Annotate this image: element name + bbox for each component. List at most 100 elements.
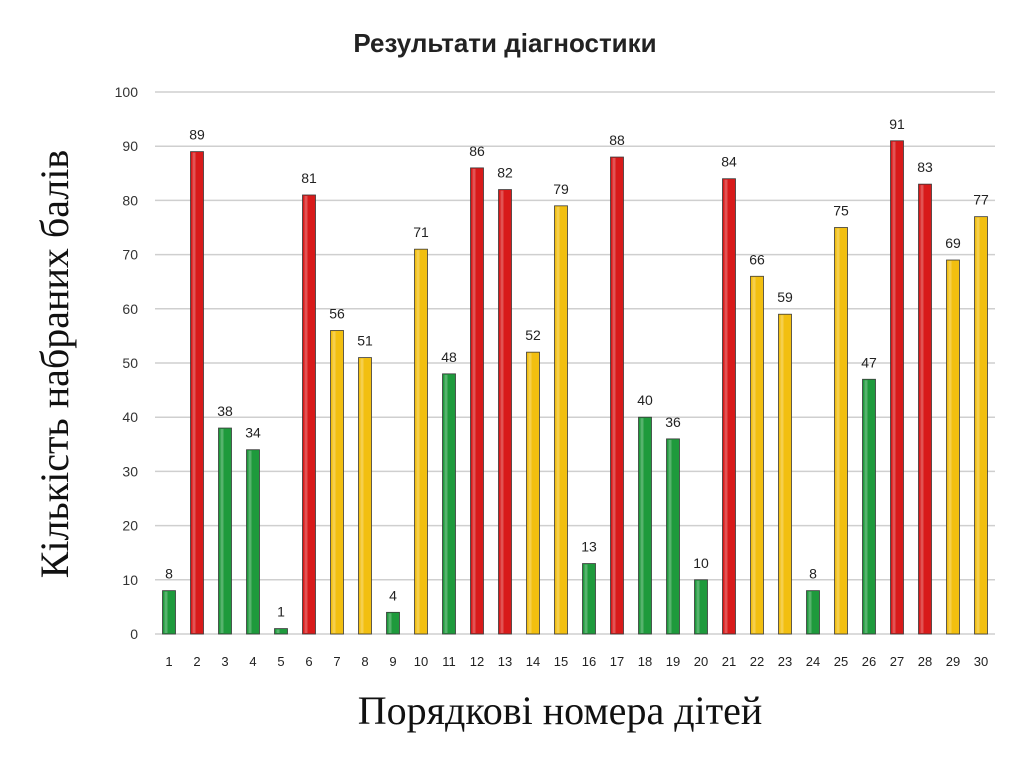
y-tick-label: 40 bbox=[122, 409, 138, 425]
x-tick-label: 14 bbox=[526, 654, 540, 669]
data-label: 86 bbox=[469, 143, 485, 159]
bar bbox=[918, 183, 932, 635]
bar bbox=[302, 194, 316, 635]
data-labels: 8 89 38 34 1 81 56 51 4 71 48 86 82 52 79 13 88 40 36 10 84 6… bbox=[165, 116, 989, 620]
bar bbox=[246, 449, 260, 635]
data-label: 66 bbox=[749, 251, 765, 267]
bar-highlight bbox=[948, 261, 952, 633]
data-label: 36 bbox=[665, 414, 681, 430]
x-tick-label: 24 bbox=[806, 654, 820, 669]
data-label: 8 bbox=[165, 566, 173, 582]
bar-highlight bbox=[640, 418, 644, 633]
bar bbox=[666, 438, 680, 635]
bar-highlight bbox=[164, 591, 168, 633]
y-axis-ticks: 0 10 20 30 40 50 60 70 80 90 100 bbox=[115, 84, 139, 642]
bar-highlight bbox=[444, 374, 448, 633]
x-tick-label: 5 bbox=[277, 654, 284, 669]
y-tick-label: 60 bbox=[122, 301, 138, 317]
bar-highlight bbox=[808, 591, 812, 633]
x-tick-label: 3 bbox=[221, 654, 228, 669]
bar-highlight bbox=[304, 195, 308, 634]
bar-highlight bbox=[696, 580, 700, 633]
bar bbox=[274, 628, 288, 635]
y-tick-label: 80 bbox=[122, 192, 138, 208]
x-tick-label: 23 bbox=[778, 654, 792, 669]
data-label: 83 bbox=[917, 159, 933, 175]
bar-highlight bbox=[556, 206, 560, 633]
bar bbox=[498, 189, 512, 635]
data-label: 69 bbox=[945, 235, 961, 251]
bar bbox=[806, 590, 820, 635]
x-tick-label: 22 bbox=[750, 654, 764, 669]
bar bbox=[218, 427, 232, 635]
y-tick-label: 70 bbox=[122, 247, 138, 263]
bar-highlight bbox=[612, 158, 616, 634]
bar-highlight bbox=[276, 629, 280, 633]
bar bbox=[946, 259, 960, 635]
bar bbox=[890, 140, 904, 635]
bar bbox=[162, 590, 176, 635]
x-tick-label: 29 bbox=[946, 654, 960, 669]
bar-highlight bbox=[332, 331, 336, 633]
x-tick-label: 18 bbox=[638, 654, 652, 669]
data-label: 8 bbox=[809, 566, 817, 582]
bar-highlight bbox=[780, 315, 784, 633]
bar-highlight bbox=[192, 152, 196, 633]
x-tick-label: 27 bbox=[890, 654, 904, 669]
data-label: 88 bbox=[609, 132, 625, 148]
x-tick-label: 12 bbox=[470, 654, 484, 669]
x-tick-label: 9 bbox=[389, 654, 396, 669]
data-label: 89 bbox=[189, 127, 205, 143]
bar bbox=[190, 151, 204, 635]
x-tick-label: 19 bbox=[666, 654, 680, 669]
bar-highlight bbox=[500, 190, 504, 633]
grid-lines bbox=[155, 91, 995, 635]
x-axis-label: Порядкові номера дітей bbox=[358, 688, 763, 733]
x-tick-label: 6 bbox=[305, 654, 312, 669]
bar bbox=[862, 378, 876, 635]
x-tick-label: 26 bbox=[862, 654, 876, 669]
bars bbox=[162, 140, 988, 635]
bar-highlight bbox=[864, 380, 868, 633]
data-label: 47 bbox=[861, 354, 877, 370]
data-label: 38 bbox=[217, 403, 233, 419]
bar bbox=[974, 216, 988, 635]
x-tick-label: 1 bbox=[165, 654, 172, 669]
bar bbox=[554, 205, 568, 635]
y-tick-label: 30 bbox=[122, 463, 138, 479]
bar bbox=[610, 156, 624, 635]
x-tick-label: 25 bbox=[834, 654, 848, 669]
x-tick-label: 20 bbox=[694, 654, 708, 669]
bar-highlight bbox=[416, 250, 420, 633]
bar-highlight bbox=[388, 613, 392, 633]
bar-highlight bbox=[920, 185, 924, 633]
x-tick-label: 13 bbox=[498, 654, 512, 669]
y-tick-label: 100 bbox=[115, 84, 139, 100]
bar bbox=[470, 167, 484, 635]
bar-highlight bbox=[528, 353, 532, 633]
bar-highlight bbox=[360, 358, 364, 633]
bar-highlight bbox=[752, 277, 756, 633]
bar bbox=[386, 611, 400, 635]
data-label: 13 bbox=[581, 539, 597, 555]
data-label: 4 bbox=[389, 587, 397, 603]
bar-highlight bbox=[724, 179, 728, 633]
chart-title: Результати діагностики bbox=[353, 28, 656, 58]
bar bbox=[442, 373, 456, 635]
bar bbox=[778, 313, 792, 635]
x-tick-label: 7 bbox=[333, 654, 340, 669]
bar bbox=[526, 351, 540, 635]
data-label: 71 bbox=[413, 224, 429, 240]
bar bbox=[358, 357, 372, 635]
data-label: 56 bbox=[329, 305, 345, 321]
x-axis-ticks: 1 2 3 4 5 6 7 8 9 10 11 12 13 14 15 16 17 18 19 20 21 22 23 24 2… bbox=[165, 654, 988, 669]
data-label: 51 bbox=[357, 333, 373, 349]
data-label: 10 bbox=[693, 555, 709, 571]
y-axis-label: Кількість набраних балів bbox=[32, 150, 77, 579]
data-label: 52 bbox=[525, 327, 541, 343]
bar bbox=[638, 416, 652, 635]
bar-highlight bbox=[584, 564, 588, 633]
y-tick-label: 50 bbox=[122, 355, 138, 371]
x-tick-label: 10 bbox=[414, 654, 428, 669]
